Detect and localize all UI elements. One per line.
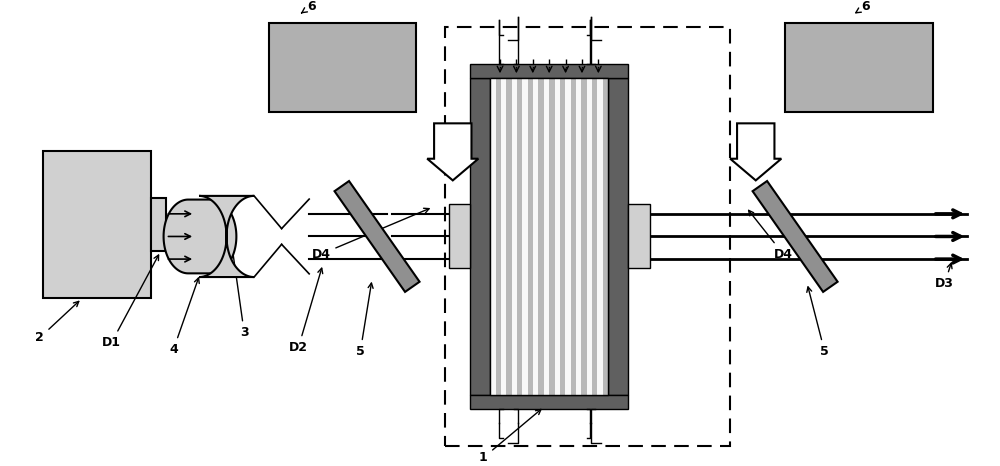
Bar xyxy=(549,78,555,395)
Bar xyxy=(592,78,597,395)
Bar xyxy=(512,78,517,395)
Text: 6: 6 xyxy=(302,0,315,13)
Text: 4: 4 xyxy=(169,278,199,356)
Bar xyxy=(522,78,528,395)
Text: D4: D4 xyxy=(311,208,429,260)
Bar xyxy=(597,78,603,395)
Bar xyxy=(560,78,565,395)
Bar xyxy=(785,23,933,111)
Bar xyxy=(544,78,549,395)
Text: 3: 3 xyxy=(227,226,249,339)
Bar xyxy=(581,78,587,395)
Bar xyxy=(506,78,512,395)
Bar xyxy=(470,395,628,409)
Text: 2: 2 xyxy=(35,302,79,344)
Polygon shape xyxy=(730,123,781,180)
Bar xyxy=(528,78,533,395)
Bar xyxy=(576,78,581,395)
Text: D1: D1 xyxy=(102,255,159,349)
Text: 6: 6 xyxy=(856,0,870,13)
Bar xyxy=(565,78,571,395)
Bar xyxy=(517,78,522,395)
Bar xyxy=(501,78,506,395)
Bar xyxy=(151,198,166,251)
Bar xyxy=(628,205,650,268)
Bar xyxy=(470,78,490,395)
Bar xyxy=(496,78,501,395)
Bar xyxy=(490,78,496,395)
Bar xyxy=(555,78,560,395)
Text: D3: D3 xyxy=(935,263,954,290)
Bar xyxy=(587,78,592,395)
Bar xyxy=(490,78,608,395)
Bar xyxy=(445,27,730,446)
Text: 5: 5 xyxy=(356,283,373,358)
Bar xyxy=(538,78,544,395)
Polygon shape xyxy=(164,199,236,274)
Polygon shape xyxy=(753,181,838,292)
Polygon shape xyxy=(427,123,478,180)
Bar xyxy=(470,64,628,78)
Text: 1: 1 xyxy=(479,410,541,464)
Bar xyxy=(603,78,608,395)
Text: D4: D4 xyxy=(749,210,793,260)
Bar xyxy=(449,205,470,268)
Bar xyxy=(269,23,416,111)
Bar xyxy=(608,78,628,395)
Bar xyxy=(43,151,151,298)
Text: 5: 5 xyxy=(807,287,829,358)
Polygon shape xyxy=(199,196,254,277)
Bar xyxy=(533,78,538,395)
Polygon shape xyxy=(335,181,420,292)
Bar xyxy=(571,78,576,395)
Text: D2: D2 xyxy=(289,268,323,354)
